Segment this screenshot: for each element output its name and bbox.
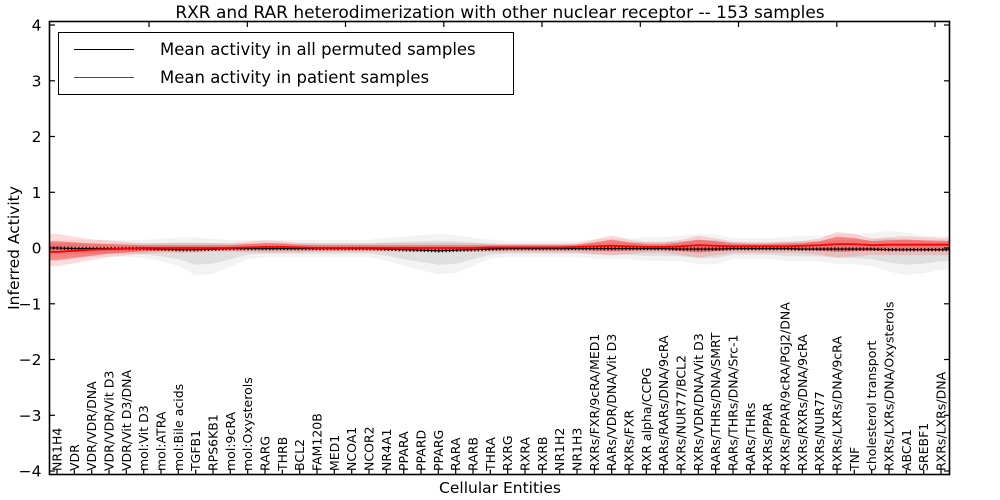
y-tick-label: 3 <box>32 72 42 90</box>
x-category-label: VDR <box>67 444 82 471</box>
x-category-label: RXRs/PPAR/9cRA/PGJ2/DNA <box>778 302 793 471</box>
x-category-label: RXRs/LXRs/DNA/9cRA <box>830 336 845 471</box>
y-tick-label: −1 <box>19 295 42 313</box>
x-category-label: mol:Vit D3 <box>136 405 151 471</box>
x-category-label: NR1H4 <box>50 428 65 471</box>
y-tick-label: 2 <box>32 128 42 146</box>
x-category-label: mol:Bile acids <box>171 384 186 471</box>
x-category-label: RARB <box>466 437 481 471</box>
patient-line-swatch <box>74 77 134 78</box>
x-category-label: PPARA <box>396 431 411 471</box>
y-tick-label: −3 <box>19 407 42 425</box>
x-category-label: NR1H3 <box>570 428 585 471</box>
x-category-label: RXRs/LXRs/DNA <box>934 371 949 471</box>
chart-title: RXR and RAR heterodimerization with othe… <box>175 3 825 23</box>
legend-entry-permuted: Mean activity in all permuted samples <box>74 40 513 59</box>
legend-label-patient: Mean activity in patient samples <box>160 68 430 87</box>
x-category-label: VDR/Vit D3/DNA <box>119 370 134 471</box>
x-category-label: RARs/THRs <box>743 403 758 471</box>
permuted-mean-line <box>49 247 950 252</box>
x-category-label: PPARD <box>414 430 429 471</box>
x-category-label: VDR/VDR/DNA <box>84 381 99 471</box>
x-axis-label: Cellular Entities <box>439 479 561 497</box>
y-tick-label: −4 <box>19 463 42 481</box>
x-category-label: RXRs/NUR77/BCL2 <box>674 355 689 471</box>
x-category-label: RXRs/PPAR <box>760 403 775 471</box>
x-category-label: mol:9cRA <box>223 411 238 471</box>
x-category-label: RARs/RARs/DNA/9cRA <box>656 335 671 471</box>
y-tick-label: 4 <box>32 17 42 35</box>
x-category-label: THRA <box>483 437 498 472</box>
x-category-label: RXRs/FXR <box>622 410 637 471</box>
x-category-label: NCOR2 <box>362 426 377 471</box>
x-category-label: RARs/THRs/DNA/Src-1 <box>726 335 741 471</box>
x-category-label: RXRs/RXRs/DNA/9cRA <box>795 334 810 471</box>
x-category-label: NCOA1 <box>344 427 359 471</box>
patient-mean-line <box>49 243 950 253</box>
x-category-label: RXRG <box>500 435 515 471</box>
x-category-label: mol:ATRA <box>154 411 169 471</box>
x-category-label: NR1H2 <box>552 428 567 471</box>
x-category-label: cholesterol transport <box>864 340 879 471</box>
x-category-label: RXRA <box>518 437 533 471</box>
x-category-label: mol:Oxysterols <box>240 377 255 471</box>
legend-entry-patient: Mean activity in patient samples <box>74 68 513 87</box>
permuted-band-inner <box>49 238 950 265</box>
x-category-label: PPARG <box>431 430 446 471</box>
permuted-line-swatch <box>74 49 134 50</box>
x-category-label: RARG <box>258 436 273 471</box>
y-tick-label: 0 <box>32 240 42 258</box>
legend-label-permuted: Mean activity in all permuted samples <box>160 40 476 59</box>
x-category-label: BCL2 <box>292 439 307 471</box>
x-category-label: MED1 <box>327 435 342 471</box>
y-axis-label: Inferred Activity <box>5 186 23 310</box>
legend-box: Mean activity in all permuted samples Me… <box>58 32 514 95</box>
x-category-label: RXRs/NUR77 <box>812 391 827 471</box>
y-tick-label: 1 <box>32 184 42 202</box>
x-category-label: SREBF1 <box>916 423 931 471</box>
x-category-label: RPS6KB1 <box>206 414 221 471</box>
x-category-label: TNF <box>847 447 862 472</box>
x-category-label: RXR alpha/CCPG <box>639 368 654 471</box>
x-category-label: TGFB1 <box>188 430 203 472</box>
x-category-label: RXRs/VDR/DNA/Vit D3 <box>691 333 706 471</box>
y-tick-label: −2 <box>19 351 42 369</box>
x-category-label: RARs/THRs/DNA/SMRT <box>708 332 723 471</box>
x-category-label: RXRs/FXR/9cRA/MED1 <box>587 334 602 471</box>
x-category-label: THRB <box>275 437 290 472</box>
x-category-label: FAM120B <box>310 413 325 471</box>
x-category-label: RARA <box>448 437 463 471</box>
x-category-label: RARs/VDR/DNA/Vit D3 <box>604 334 619 471</box>
permuted-band-outer <box>49 230 950 276</box>
x-category-label: VDR/VDR/Vit D3 <box>102 371 117 471</box>
x-category-label: RXRB <box>535 436 550 471</box>
x-category-label: ABCA1 <box>899 429 914 471</box>
x-category-label: RXRs/LXRs/DNA/Oxysterols <box>882 301 897 471</box>
x-category-label: NR4A1 <box>379 429 394 472</box>
